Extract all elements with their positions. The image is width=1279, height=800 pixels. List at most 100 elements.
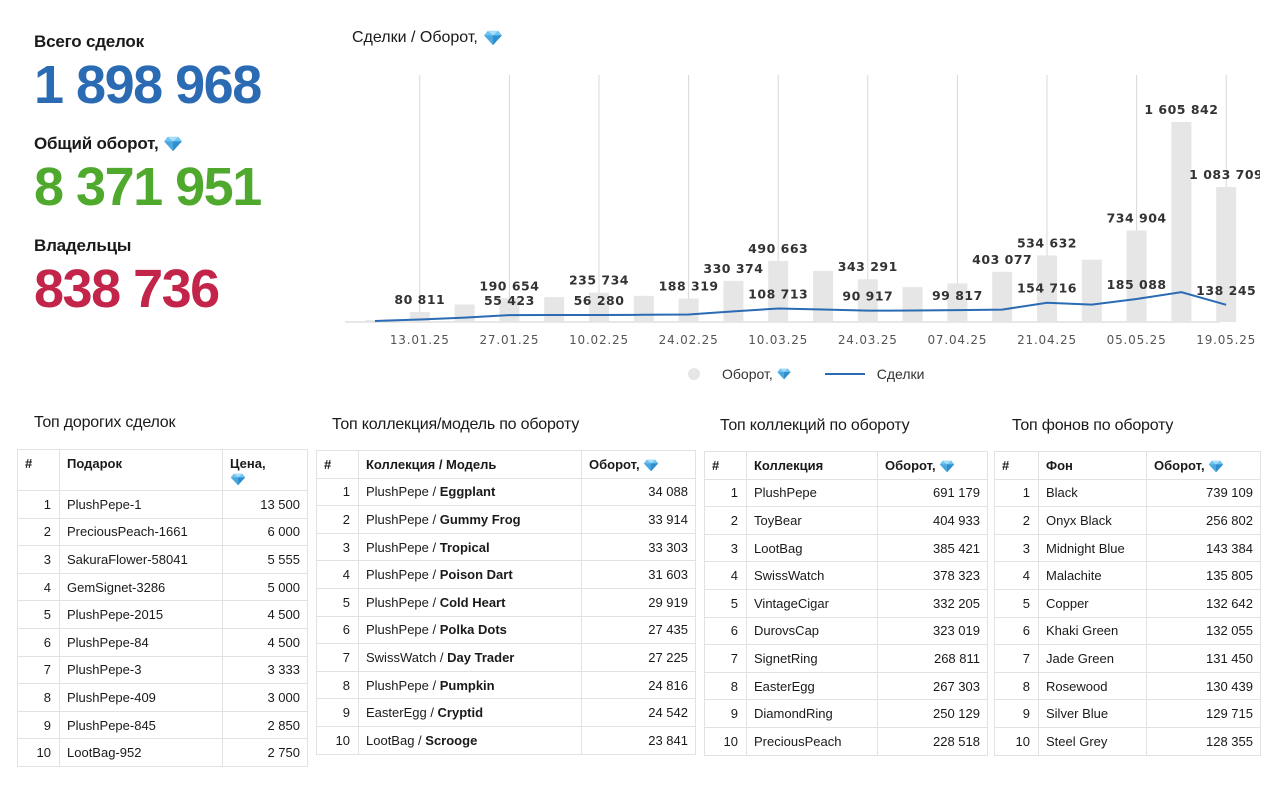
table-row[interactable]: 3 Midnight Blue 143 384: [994, 533, 1261, 563]
row-index: 7: [316, 643, 359, 672]
row-value: 129 715: [1146, 699, 1261, 728]
collection-name: PlushPepe /: [366, 677, 440, 693]
col-header-index[interactable]: #: [704, 451, 747, 480]
table-row[interactable]: 3 SakuraFlower-58041 5 555: [17, 545, 308, 574]
table-row[interactable]: 2 PlushPepe / Gummy Frog 33 914: [316, 505, 696, 534]
table-row[interactable]: 4 SwissWatch 378 323: [704, 561, 988, 590]
table-header-row: # Коллекция / Модель Оборот,: [316, 450, 696, 479]
row-name: DiamondRing: [746, 699, 878, 728]
table-row[interactable]: 7 SignetRing 268 811: [704, 644, 988, 673]
table-row[interactable]: 7 Jade Green 131 450: [994, 644, 1261, 673]
row-name: PlushPepe: [746, 478, 878, 508]
table-row[interactable]: 10 LootBag-952 2 750: [17, 738, 308, 767]
row-name: LootBag: [746, 533, 878, 563]
table-row[interactable]: 3 PlushPepe / Tropical 33 303: [316, 532, 696, 562]
row-value: 34 088: [581, 477, 696, 507]
bar: [902, 287, 923, 322]
table-row[interactable]: 8 PlushPepe-409 3 000: [17, 683, 308, 712]
row-name: PlushPepe-409: [59, 683, 223, 712]
table-row[interactable]: 10 Steel Grey 128 355: [994, 726, 1261, 756]
col-header-turnover[interactable]: Оборот,: [581, 450, 696, 479]
row-name: SignetRing: [746, 644, 878, 673]
col-header-index[interactable]: #: [994, 451, 1039, 480]
collection-name: LootBag /: [366, 732, 426, 748]
table-row[interactable]: 4 Malachite 135 805: [994, 561, 1261, 590]
table-row[interactable]: 5 Copper 132 642: [994, 588, 1261, 618]
table-row[interactable]: 5 PlushPepe / Cold Heart 29 919: [316, 587, 696, 617]
legend-bar-label[interactable]: Оборот,: [722, 366, 773, 382]
table-row[interactable]: 9 DiamondRing 250 129: [704, 699, 988, 728]
col-header-price[interactable]: Цена,: [222, 449, 308, 491]
bar: [365, 320, 385, 322]
table-row[interactable]: 9 Silver Blue 129 715: [994, 699, 1261, 728]
table-row[interactable]: 10 LootBag / Scrooge 23 841: [316, 725, 696, 755]
col-header-collection-model[interactable]: Коллекция / Модель: [358, 450, 582, 479]
diamond-icon: [643, 459, 659, 472]
table-row[interactable]: 6 PlushPepe / Polka Dots 27 435: [316, 615, 696, 645]
table-row[interactable]: 9 EasterEgg / Cryptid 24 542: [316, 698, 696, 727]
table-row[interactable]: 7 PlushPepe-3 3 333: [17, 655, 308, 685]
col-header-index[interactable]: #: [316, 450, 359, 479]
row-index: 3: [994, 533, 1039, 563]
table-row[interactable]: 1 PlushPepe / Eggplant 34 088: [316, 477, 696, 507]
bar: [723, 280, 744, 322]
row-name: PlushPepe-1: [59, 490, 223, 519]
col-header-turnover[interactable]: Оборот,: [1146, 451, 1261, 480]
row-collection-model: PlushPepe / Gummy Frog: [358, 505, 582, 534]
bar-data-label: 188 319: [659, 279, 719, 294]
bar-data-label: 190 654: [479, 278, 539, 293]
table-row[interactable]: 7 SwissWatch / Day Trader 27 225: [316, 643, 696, 672]
table-row[interactable]: 2 ToyBear 404 933: [704, 506, 988, 535]
row-index: 6: [994, 616, 1039, 646]
row-value: 128 355: [1146, 726, 1261, 756]
table-row[interactable]: 3 LootBag 385 421: [704, 533, 988, 563]
table-row[interactable]: 2 Onyx Black 256 802: [994, 506, 1261, 535]
row-value: 5 000: [222, 572, 308, 602]
table-row[interactable]: 2 PreciousPeach-1661 6 000: [17, 517, 308, 547]
row-index: 10: [17, 738, 60, 767]
row-collection-model: PlushPepe / Polka Dots: [358, 615, 582, 645]
row-name: GemSignet-3286: [59, 572, 223, 602]
x-tick-label: 24.03.25: [838, 333, 898, 347]
row-index: 8: [316, 670, 359, 700]
col-header-index[interactable]: #: [17, 449, 60, 491]
legend-line-swatch[interactable]: [824, 373, 865, 375]
table-row[interactable]: 1 Black 739 109: [994, 478, 1261, 508]
table-row[interactable]: 8 PlushPepe / Pumpkin 24 816: [316, 670, 696, 700]
table-row[interactable]: 6 DurovsCap 323 019: [704, 616, 988, 646]
line-data-label: 90 917: [842, 289, 893, 304]
table-row[interactable]: 6 Khaki Green 132 055: [994, 616, 1261, 646]
row-value: 143 384: [1146, 533, 1261, 563]
row-index: 5: [704, 588, 747, 618]
legend-line-label[interactable]: Сделки: [876, 366, 925, 382]
table-row[interactable]: 4 PlushPepe / Poison Dart 31 603: [316, 560, 696, 589]
row-name: SakuraFlower-58041: [59, 545, 223, 574]
table-row[interactable]: 5 VintageCigar 332 205: [704, 588, 988, 618]
col-header-gift[interactable]: Подарок: [59, 449, 223, 491]
table-row[interactable]: 1 PlushPepe-1 13 500: [17, 490, 308, 519]
row-value: 23 841: [581, 725, 696, 755]
diamond-icon: [230, 473, 246, 486]
legend-bar-swatch[interactable]: [688, 368, 700, 380]
table-row[interactable]: 8 EasterEgg 267 303: [704, 671, 988, 701]
row-index: 3: [316, 532, 359, 562]
table-row[interactable]: 9 PlushPepe-845 2 850: [17, 710, 308, 740]
line-data-label: 99 817: [932, 288, 983, 303]
model-name: Scrooge: [425, 732, 478, 748]
table-row[interactable]: 6 PlushPepe-84 4 500: [17, 627, 308, 657]
table-row[interactable]: 5 PlushPepe-2015 4 500: [17, 600, 308, 629]
line-data-label: 185 088: [1107, 277, 1167, 292]
table-row[interactable]: 4 GemSignet-3286 5 000: [17, 572, 308, 602]
row-index: 5: [994, 588, 1039, 618]
row-index: 10: [316, 725, 359, 755]
table-row[interactable]: 10 PreciousPeach 228 518: [704, 726, 988, 756]
row-name: Jade Green: [1038, 644, 1147, 673]
row-value: 228 518: [877, 726, 988, 756]
col-header-background[interactable]: Фон: [1038, 451, 1147, 480]
row-index: 1: [316, 477, 359, 507]
x-tick-label: 13.01.25: [390, 333, 450, 347]
table-row[interactable]: 8 Rosewood 130 439: [994, 671, 1261, 701]
col-header-collection[interactable]: Коллекция: [746, 451, 878, 480]
col-header-turnover[interactable]: Оборот,: [877, 451, 988, 480]
table-row[interactable]: 1 PlushPepe 691 179: [704, 478, 988, 508]
